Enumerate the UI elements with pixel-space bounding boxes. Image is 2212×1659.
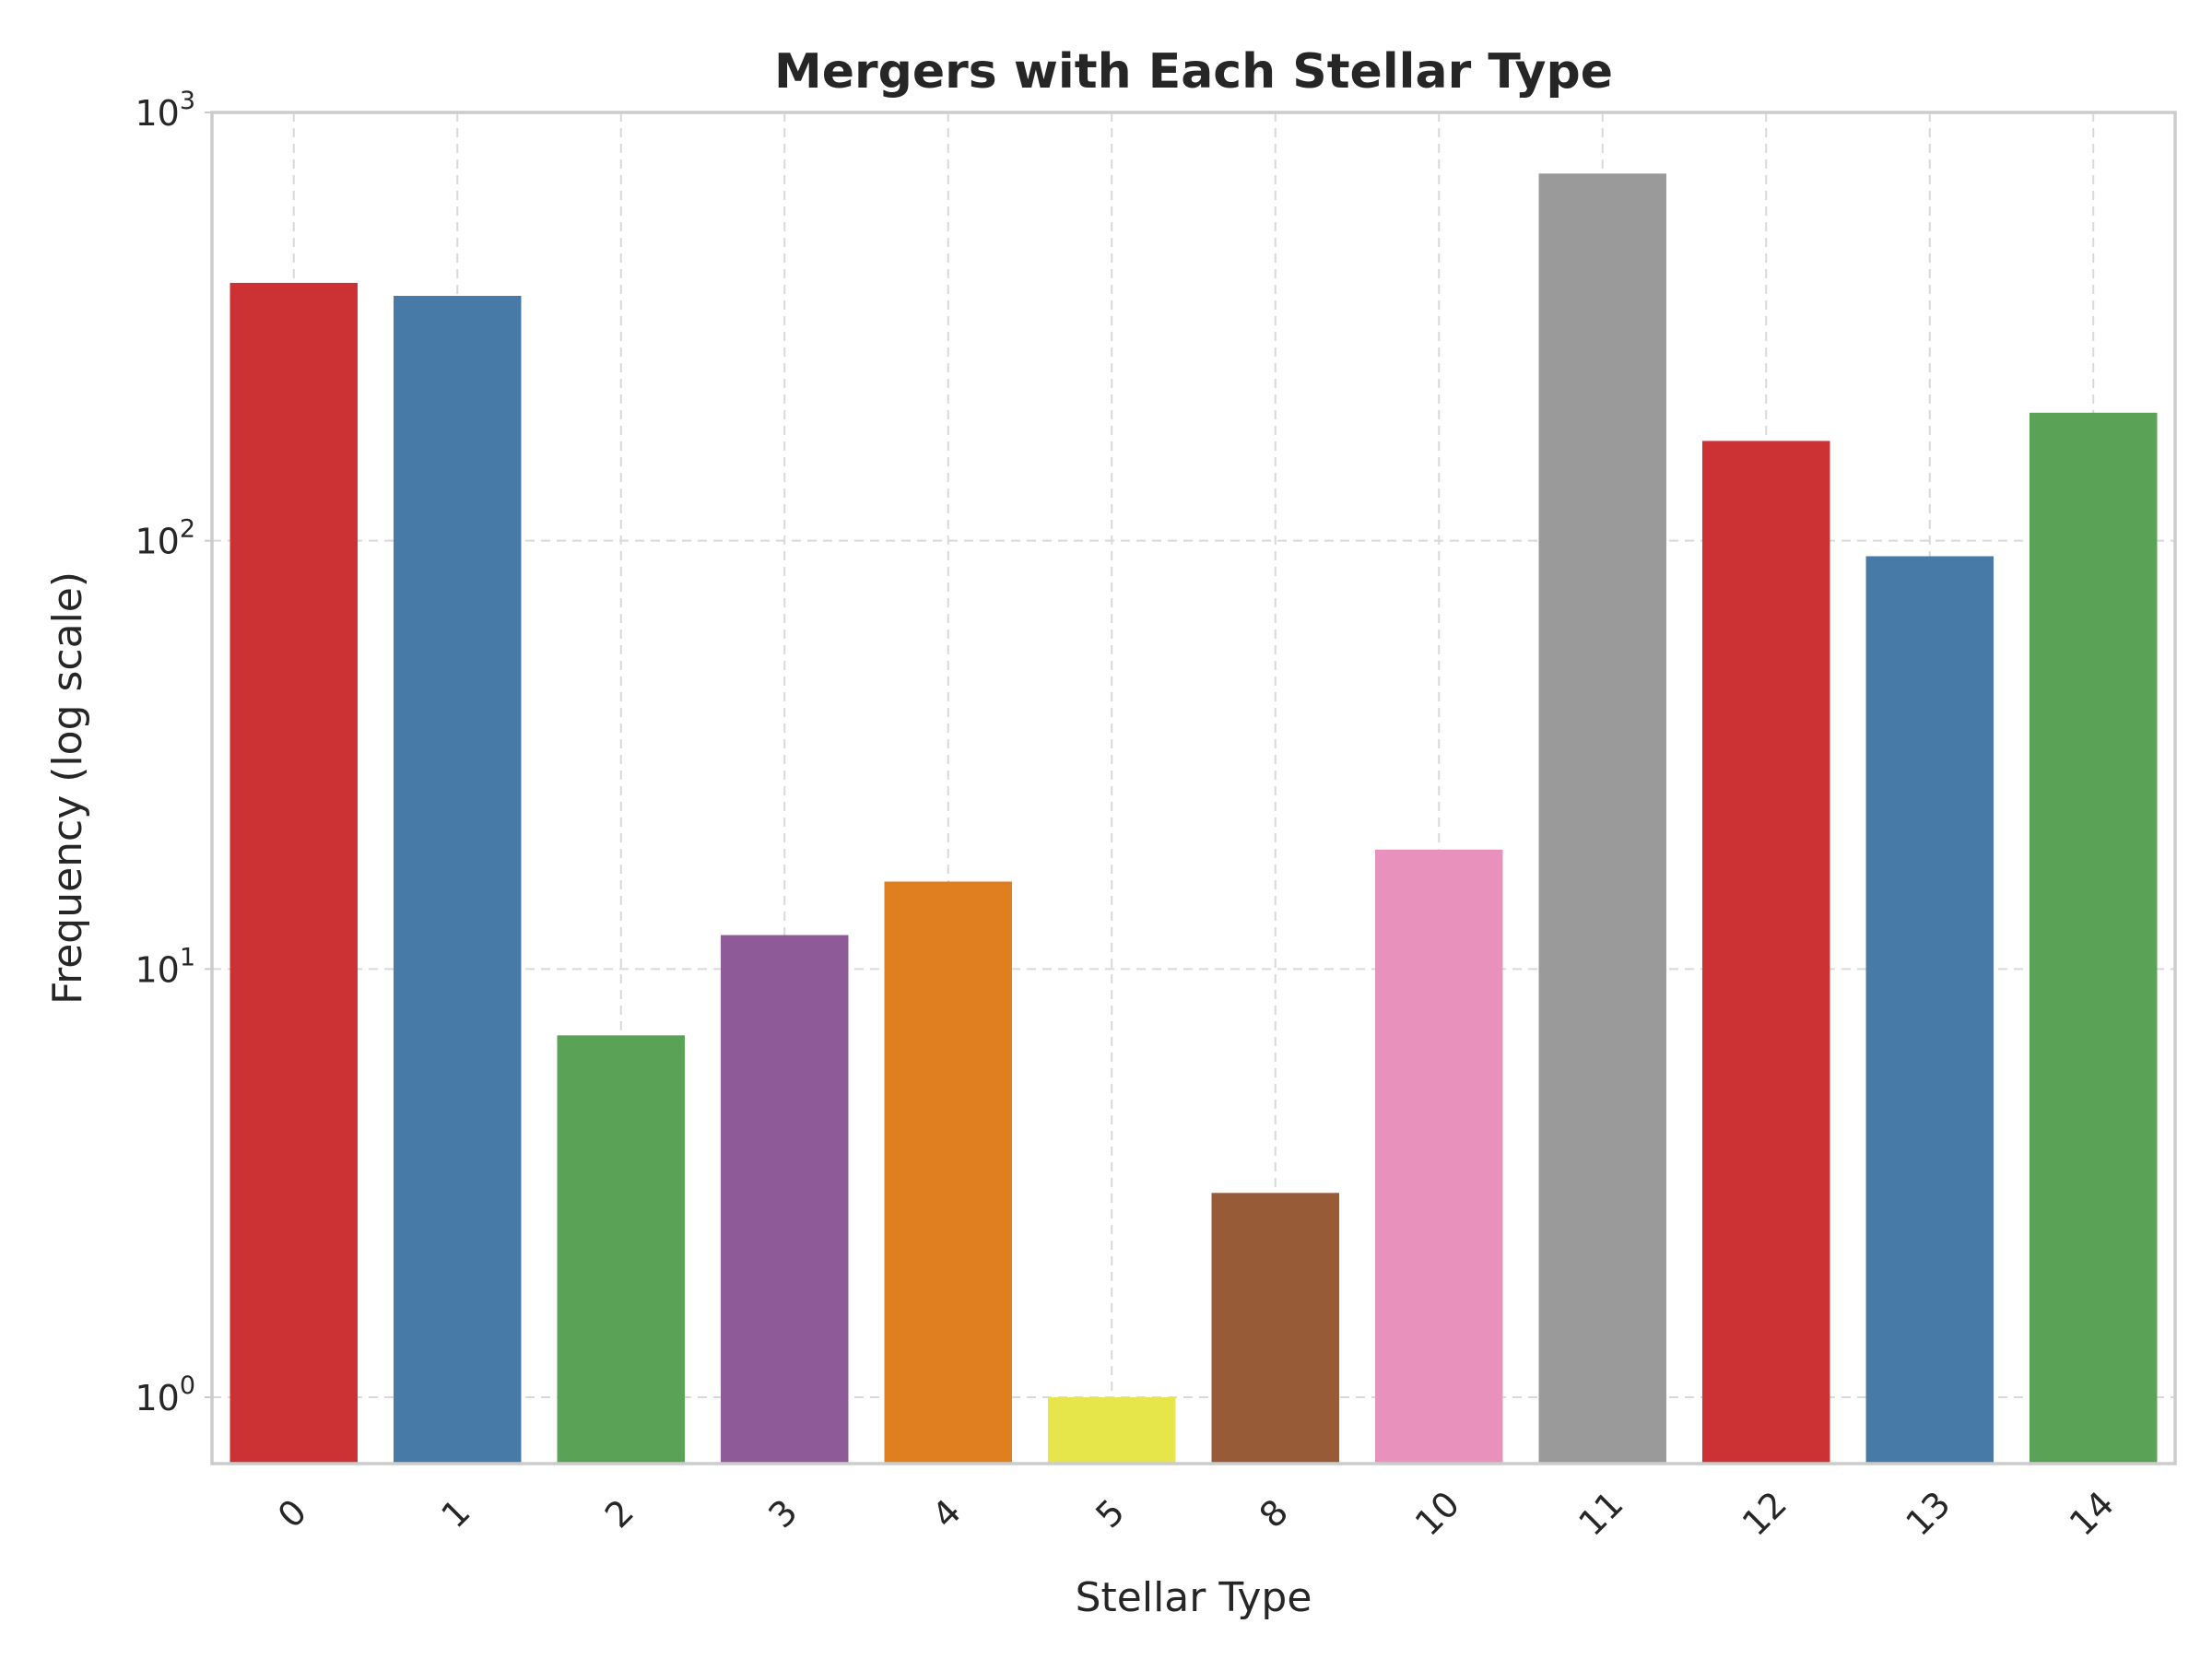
x-tick-label: 5	[1088, 1491, 1132, 1535]
bar-3	[721, 935, 849, 1464]
bar-8	[1211, 1193, 1339, 1464]
bars	[229, 173, 2158, 1465]
y-tick-label: 100	[135, 1371, 195, 1418]
bar-11	[1538, 173, 1666, 1465]
x-tick-label: 4	[924, 1491, 969, 1535]
y-tick-label: 101	[135, 943, 195, 990]
x-tick-label: 2	[597, 1491, 641, 1535]
bar-12	[1702, 441, 1830, 1465]
bar-10	[1375, 849, 1503, 1464]
y-tick-label: 102	[135, 515, 195, 562]
bar-4	[884, 881, 1012, 1464]
chart-title: Mergers with Each Stellar Type	[774, 44, 1613, 100]
x-tick-label: 3	[760, 1491, 805, 1535]
y-tick-label: 103	[135, 87, 195, 134]
bar-5	[1048, 1397, 1176, 1464]
bar-0	[229, 282, 358, 1465]
x-axis-label: Stellar Type	[1076, 1574, 1312, 1621]
bar-13	[1865, 556, 1994, 1464]
x-tick-label: 8	[1252, 1491, 1296, 1535]
x-tick-label: 0	[270, 1491, 314, 1535]
x-tick-label: 11	[1571, 1484, 1630, 1544]
x-tick-label: 10	[1407, 1484, 1467, 1544]
x-tick-label: 12	[1735, 1484, 1794, 1544]
axes-frame	[210, 111, 2177, 1465]
x-tick-label: 13	[1898, 1484, 1958, 1544]
bar-2	[557, 1035, 685, 1464]
x-tick-label: 1	[433, 1491, 477, 1535]
bar-14	[2030, 412, 2158, 1464]
x-tick-label: 14	[2062, 1484, 2122, 1544]
bar-1	[394, 296, 522, 1465]
y-axis-label: Frequency (log scale)	[44, 571, 91, 1005]
